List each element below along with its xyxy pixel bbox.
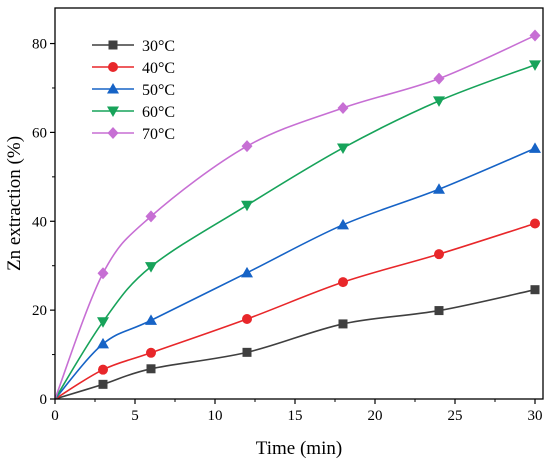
- legend-label: 50°C: [142, 82, 175, 99]
- data-point: [529, 29, 541, 42]
- x-tick-label: 25: [448, 408, 463, 424]
- legend-marker: [107, 83, 119, 94]
- data-point: [241, 266, 253, 278]
- legend-marker: [107, 106, 119, 117]
- data-point: [433, 96, 445, 107]
- legend-label: 60°C: [142, 104, 175, 121]
- series-line: [54, 222, 536, 400]
- data-point: [338, 277, 348, 288]
- legend-marker: [108, 40, 118, 50]
- series-line: [54, 34, 536, 400]
- data-point: [337, 143, 349, 154]
- data-point: [338, 319, 348, 329]
- data-point: [146, 347, 156, 358]
- legend-label: 30°C: [142, 38, 175, 55]
- y-tick-label: 0: [40, 392, 48, 408]
- data-point: [98, 379, 108, 389]
- x-axis-title: Time (min): [256, 438, 342, 459]
- data-point: [241, 140, 253, 153]
- legend-marker: [108, 62, 118, 72]
- y-tick-label: 60: [32, 125, 47, 141]
- legend-label: 70°C: [142, 126, 175, 143]
- series-line: [54, 64, 536, 400]
- y-tick-label: 20: [32, 303, 47, 319]
- data-point: [97, 267, 109, 280]
- data-point: [145, 210, 157, 223]
- data-point: [530, 218, 540, 229]
- legend-label: 40°C: [142, 60, 175, 77]
- legend: 30°C 40°C 50°C 60°C 70°C: [92, 38, 175, 143]
- data-point: [241, 200, 253, 212]
- data-point: [337, 101, 349, 114]
- legend-entry: 50°C: [92, 82, 175, 99]
- series-line: [54, 288, 536, 400]
- axes-layer: 0 5 10 15 20 25 30 0 20 40 60 80: [32, 7, 544, 424]
- series-0: [54, 285, 540, 400]
- data-point: [242, 314, 252, 325]
- data-point: [97, 317, 109, 328]
- data-point: [434, 306, 444, 316]
- data-point: [98, 364, 108, 375]
- x-tick-label: 15: [288, 408, 303, 424]
- x-tick-label: 10: [208, 408, 223, 424]
- legend-entry: 30°C: [92, 38, 175, 55]
- legend-entry: 60°C: [92, 104, 175, 121]
- data-point: [529, 142, 541, 153]
- series-3: [54, 60, 541, 400]
- x-tick-label: 30: [528, 408, 543, 424]
- plot-frame: [54, 7, 544, 400]
- y-tick-label: 40: [32, 214, 47, 230]
- data-point: [146, 364, 156, 374]
- data-point: [337, 218, 349, 230]
- legend-entry: 70°C: [92, 126, 175, 143]
- y-tick-label: 80: [32, 37, 47, 53]
- series-1: [54, 218, 540, 400]
- series-layer: [54, 29, 541, 400]
- x-tick-label: 5: [131, 408, 139, 424]
- data-point: [529, 60, 541, 71]
- data-point: [145, 314, 157, 325]
- x-tick-label: 0: [51, 408, 59, 424]
- x-tick-label: 20: [368, 408, 383, 424]
- y-axis-title: Zn extraction (%): [4, 136, 25, 271]
- series-2: [54, 142, 541, 400]
- data-point: [242, 347, 252, 357]
- data-point: [97, 337, 109, 349]
- data-point: [530, 285, 540, 295]
- legend-entry: 40°C: [92, 60, 175, 77]
- series-4: [54, 29, 541, 400]
- data-point: [433, 183, 445, 194]
- data-point: [145, 262, 157, 273]
- data-point: [433, 72, 445, 85]
- data-point: [434, 249, 444, 260]
- legend-marker: [107, 127, 119, 139]
